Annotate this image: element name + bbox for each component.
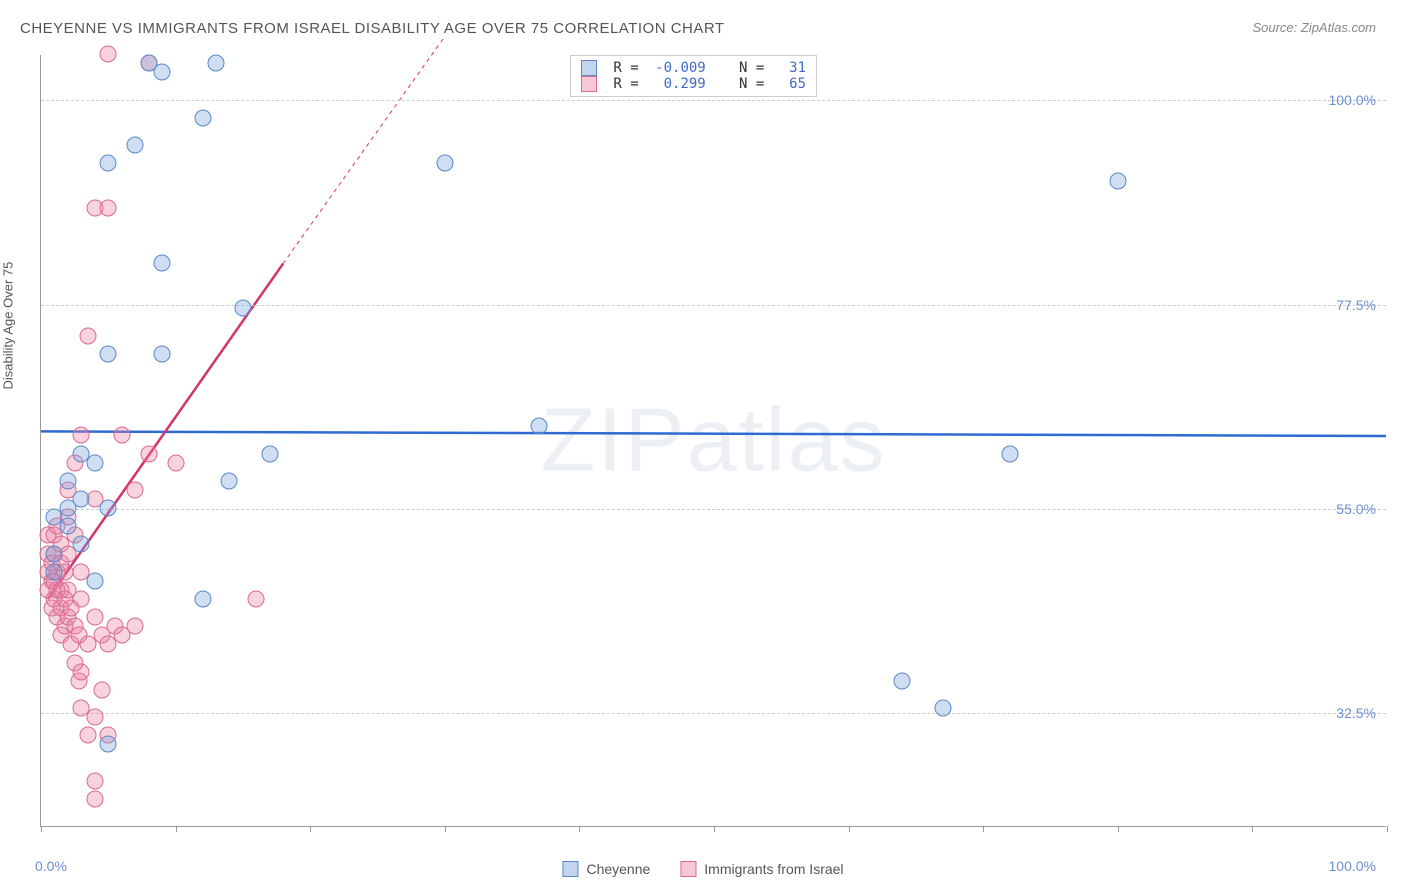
legend-item: Immigrants from Israel (680, 861, 843, 877)
data-point (59, 518, 76, 535)
data-point (127, 481, 144, 498)
x-tick (1118, 826, 1119, 832)
data-point (86, 772, 103, 789)
data-point (73, 590, 90, 607)
data-point (86, 609, 103, 626)
data-point (167, 454, 184, 471)
data-point (73, 427, 90, 444)
stats-legend-row: R = 0.299 N = 65 (581, 76, 806, 92)
x-tick (1252, 826, 1253, 832)
legend-swatch (581, 76, 597, 92)
data-point (531, 418, 548, 435)
stats-legend-row: R = -0.009 N = 31 (581, 60, 806, 76)
data-point (86, 790, 103, 807)
y-tick-label: 55.0% (1336, 501, 1376, 517)
data-point (86, 572, 103, 589)
data-point (221, 472, 238, 489)
x-tick (983, 826, 984, 832)
legend-label: Immigrants from Israel (704, 861, 843, 877)
plot-area: ZIPatlas 32.5%55.0%77.5%100.0% (40, 55, 1386, 827)
data-point (194, 109, 211, 126)
data-point (86, 454, 103, 471)
data-point (93, 681, 110, 698)
data-point (46, 563, 63, 580)
data-point (73, 536, 90, 553)
x-tick (579, 826, 580, 832)
data-point (194, 590, 211, 607)
x-tick (714, 826, 715, 832)
data-point (73, 491, 90, 508)
bottom-legend: Cheyenne Immigrants from Israel (562, 861, 843, 877)
data-point (46, 545, 63, 562)
data-point (100, 345, 117, 362)
chart-title: CHEYENNE VS IMMIGRANTS FROM ISRAEL DISAB… (20, 20, 725, 37)
trend-lines (41, 55, 1386, 826)
data-point (100, 736, 117, 753)
legend-item: Cheyenne (562, 861, 650, 877)
y-tick-label: 77.5% (1336, 297, 1376, 313)
source-label: Source: ZipAtlas.com (1252, 20, 1376, 35)
x-tick (176, 826, 177, 832)
legend-label: Cheyenne (586, 861, 650, 877)
gridline (41, 509, 1386, 510)
x-tick (41, 826, 42, 832)
data-point (100, 500, 117, 517)
data-point (154, 64, 171, 81)
x-tick (849, 826, 850, 832)
data-point (1109, 173, 1126, 190)
data-point (894, 672, 911, 689)
gridline (41, 100, 1386, 101)
data-point (100, 200, 117, 217)
x-tick (445, 826, 446, 832)
data-point (436, 155, 453, 172)
data-point (248, 590, 265, 607)
legend-swatch (562, 861, 578, 877)
data-point (207, 55, 224, 72)
data-point (154, 254, 171, 271)
data-point (100, 46, 117, 63)
y-axis-label: Disability Age Over 75 (1, 262, 16, 390)
data-point (1002, 445, 1019, 462)
data-point (80, 327, 97, 344)
y-tick-label: 100.0% (1329, 92, 1376, 108)
data-point (140, 445, 157, 462)
data-point (934, 699, 951, 716)
x-tick (1387, 826, 1388, 832)
data-point (127, 136, 144, 153)
data-point (80, 727, 97, 744)
legend-swatch (680, 861, 696, 877)
data-point (100, 155, 117, 172)
gridline (41, 713, 1386, 714)
data-point (127, 618, 144, 635)
x-axis-max-label: 100.0% (1329, 858, 1376, 874)
data-point (261, 445, 278, 462)
data-point (59, 472, 76, 489)
x-tick (310, 826, 311, 832)
data-point (154, 345, 171, 362)
top-legend: R = -0.009 N = 31 R = 0.299 N = 65 (570, 55, 817, 97)
y-tick-label: 32.5% (1336, 705, 1376, 721)
data-point (113, 427, 130, 444)
data-point (86, 709, 103, 726)
data-point (234, 300, 251, 317)
data-point (73, 663, 90, 680)
legend-swatch (581, 60, 597, 76)
x-axis-min-label: 0.0% (35, 858, 67, 874)
